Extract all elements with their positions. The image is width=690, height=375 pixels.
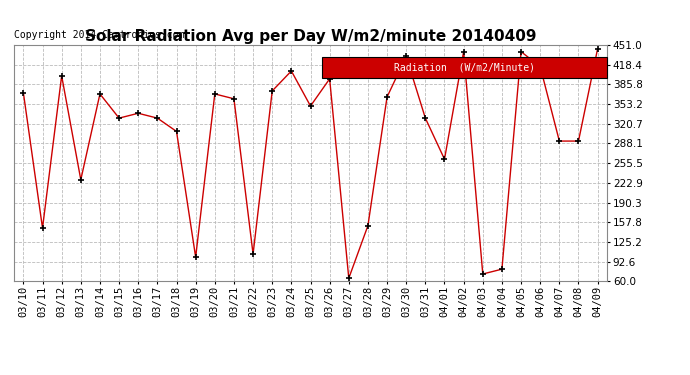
Title: Solar Radiation Avg per Day W/m2/minute 20140409: Solar Radiation Avg per Day W/m2/minute … [85, 29, 536, 44]
Text: Copyright 2014 Cartronics.com: Copyright 2014 Cartronics.com [14, 30, 184, 40]
FancyBboxPatch shape [322, 57, 607, 78]
Text: Radiation  (W/m2/Minute): Radiation (W/m2/Minute) [394, 63, 535, 72]
